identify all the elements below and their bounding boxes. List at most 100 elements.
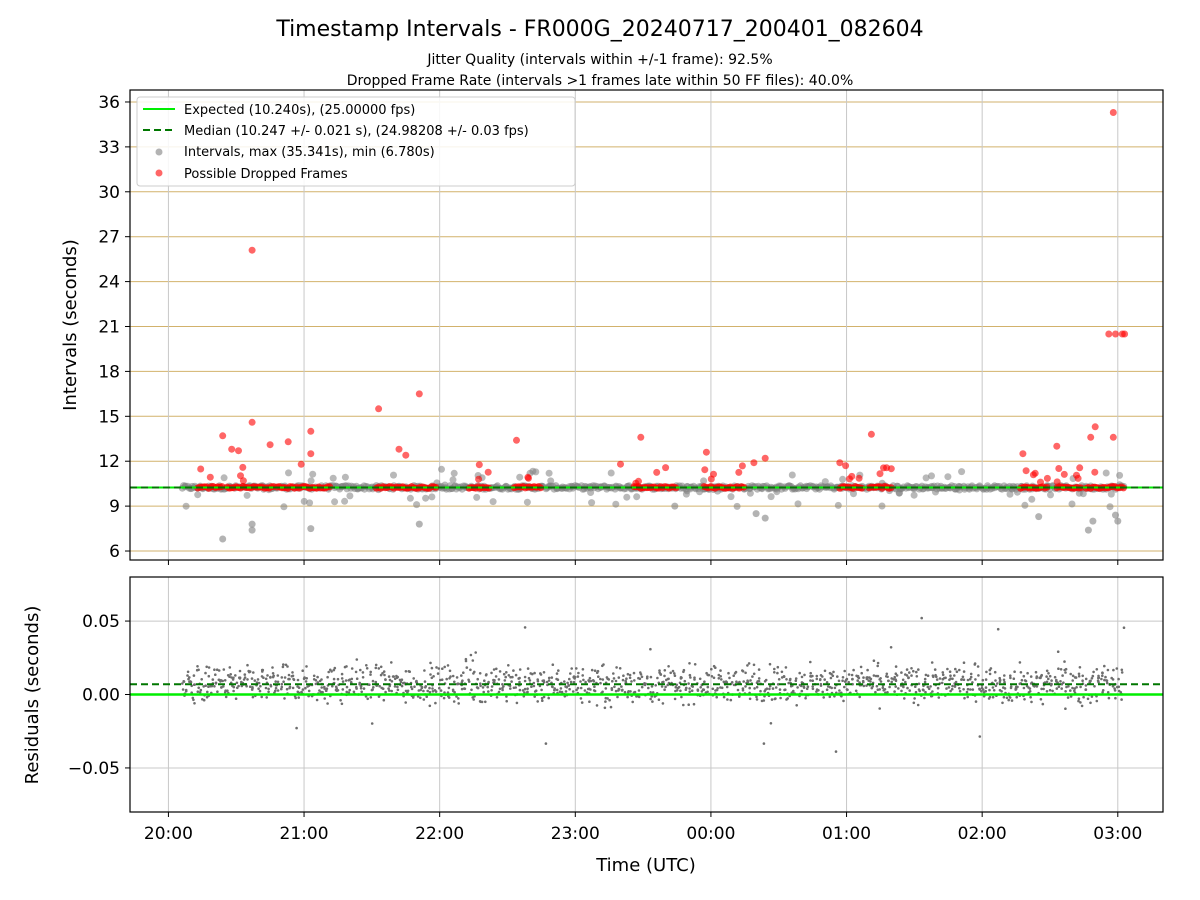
residual-point bbox=[706, 690, 709, 694]
residual-point bbox=[305, 677, 309, 680]
residual-point bbox=[492, 668, 496, 671]
dropped-frame-point bbox=[395, 445, 403, 453]
residual-point bbox=[1015, 685, 1018, 689]
dropped-frame-point bbox=[1121, 330, 1129, 338]
residual-point bbox=[369, 670, 373, 674]
residual-point bbox=[457, 682, 461, 686]
residual-point bbox=[749, 679, 752, 682]
legend-expected-label: Expected (10.240s), (25.00000 fps) bbox=[184, 103, 415, 118]
residual-point bbox=[202, 698, 206, 702]
bottom-y-tick-label: −0.05 bbox=[68, 759, 120, 779]
residual-point bbox=[301, 669, 305, 672]
residual-point bbox=[1078, 666, 1082, 669]
interval-point bbox=[516, 473, 524, 481]
interval-point bbox=[194, 491, 202, 499]
residual-point bbox=[938, 677, 942, 680]
dropped-frame-point bbox=[1022, 467, 1030, 475]
residual-point bbox=[819, 678, 822, 681]
residual-point bbox=[785, 698, 788, 701]
residual-point bbox=[688, 687, 691, 690]
residual-point bbox=[511, 675, 514, 679]
residual-point bbox=[531, 672, 534, 676]
residual-point bbox=[1019, 671, 1023, 674]
top-y-tick-label: 6 bbox=[109, 542, 120, 562]
residual-point bbox=[286, 665, 289, 668]
residual-point bbox=[274, 680, 278, 683]
dropped-frame-point bbox=[750, 459, 758, 467]
residual-point bbox=[567, 683, 570, 687]
residual-point bbox=[547, 676, 551, 680]
residual-point bbox=[527, 676, 531, 680]
residual-point bbox=[593, 689, 597, 693]
residual-point bbox=[1117, 677, 1120, 681]
residual-point bbox=[252, 671, 255, 674]
residual-point bbox=[288, 685, 292, 689]
residual-point bbox=[768, 684, 772, 688]
residual-point bbox=[703, 680, 706, 683]
residual-point bbox=[591, 679, 595, 682]
residual-point bbox=[720, 678, 723, 681]
residual-point bbox=[297, 686, 301, 689]
residual-point bbox=[304, 680, 308, 683]
residual-point bbox=[651, 700, 654, 703]
residual-point bbox=[588, 676, 592, 680]
residual-point bbox=[207, 674, 211, 678]
residual-point bbox=[914, 685, 917, 688]
residual-point bbox=[1064, 667, 1068, 671]
residual-point bbox=[879, 677, 882, 680]
residual-point bbox=[936, 686, 940, 690]
dropped-frame-point bbox=[1053, 442, 1061, 450]
residual-point bbox=[988, 688, 991, 692]
residual-point bbox=[650, 685, 654, 688]
residual-point bbox=[913, 697, 916, 700]
residual-point bbox=[778, 688, 782, 691]
residual-point bbox=[843, 685, 846, 689]
residual-point bbox=[431, 690, 435, 693]
residual-point bbox=[359, 687, 363, 690]
residual-point bbox=[625, 677, 628, 680]
dropped-frame-point bbox=[307, 450, 315, 458]
residual-point bbox=[539, 673, 543, 676]
residual-point bbox=[226, 689, 229, 692]
residual-point bbox=[354, 670, 358, 674]
residual-point bbox=[559, 687, 563, 690]
residual-point bbox=[920, 616, 923, 620]
interval-point bbox=[746, 489, 754, 497]
residual-point bbox=[890, 677, 893, 680]
dropped-frame-point bbox=[1043, 474, 1051, 482]
residual-point bbox=[1071, 686, 1074, 690]
residual-point bbox=[633, 690, 637, 694]
residual-point bbox=[815, 674, 819, 678]
residual-point bbox=[579, 697, 583, 700]
residual-point bbox=[768, 662, 772, 666]
x-axis-label: Time (UTC) bbox=[595, 855, 696, 876]
residual-point bbox=[1029, 675, 1033, 678]
residual-point bbox=[232, 689, 235, 693]
top-y-tick-label: 36 bbox=[98, 93, 120, 113]
residual-point bbox=[682, 668, 686, 672]
residual-point bbox=[237, 684, 240, 688]
residual-point bbox=[291, 686, 295, 690]
dropped-frame-point bbox=[235, 447, 242, 455]
residual-point bbox=[916, 703, 920, 707]
residual-point bbox=[669, 671, 672, 675]
residual-point bbox=[555, 688, 559, 692]
residual-point bbox=[440, 678, 444, 681]
residual-point bbox=[803, 673, 806, 677]
residual-point bbox=[541, 699, 544, 702]
residual-point bbox=[1120, 698, 1123, 701]
residual-point bbox=[256, 678, 260, 681]
x-tick-label: 00:00 bbox=[686, 824, 735, 844]
residual-point bbox=[1114, 696, 1117, 700]
residual-point bbox=[568, 677, 571, 681]
residual-point bbox=[371, 679, 375, 683]
residual-point bbox=[507, 674, 511, 677]
residual-point bbox=[906, 686, 909, 690]
residual-point bbox=[637, 695, 641, 699]
legend-dropped-swatch bbox=[155, 169, 163, 177]
residual-point bbox=[320, 686, 324, 689]
residual-point bbox=[776, 665, 780, 669]
residual-point bbox=[305, 665, 308, 668]
dropped-frame-point bbox=[1105, 330, 1113, 338]
